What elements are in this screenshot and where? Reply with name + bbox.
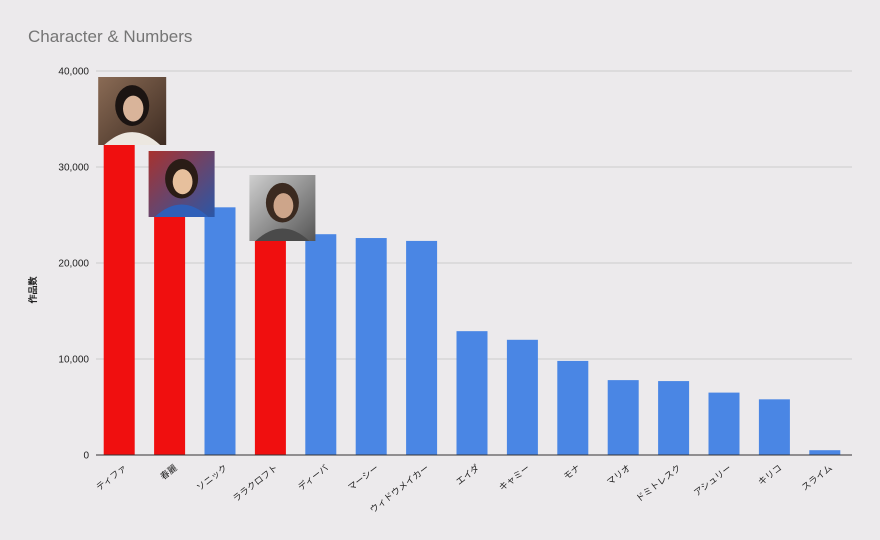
x-tick-label: ソニック [195, 463, 230, 494]
chart-title: Character & Numbers [28, 27, 192, 46]
y-tick-label: 40,000 [58, 67, 89, 78]
bar [708, 392, 740, 455]
y-tick-label: 30,000 [58, 163, 89, 174]
bar [506, 339, 538, 455]
bar [607, 380, 639, 455]
y-axis-label: 作品数 [27, 276, 39, 304]
x-tick-label: スライム [800, 463, 835, 494]
x-tick-label: マーシー [347, 463, 381, 493]
x-axis-labels: ティファ 春麗 ソニック ララクロフト ディーバ マーシーウィドウメイカー エイダ キャミーモ… [94, 462, 834, 516]
bar [305, 234, 337, 455]
bar [204, 207, 236, 455]
bar [406, 240, 438, 455]
y-axis-ticks: 0 10,000 20,000 30,000 40,000 [58, 67, 89, 462]
x-tick-label: アシュリー [693, 463, 734, 498]
character-portrait-icon [98, 77, 167, 145]
bar [103, 143, 135, 455]
x-tick-label: モナ [562, 463, 583, 483]
x-tick-label: マリオ [605, 463, 633, 488]
x-tick-label: キャミー [498, 463, 533, 493]
bar [557, 360, 589, 455]
x-tick-label: ララクロフト [231, 463, 280, 505]
character-portrait-icon [148, 151, 215, 217]
bars [103, 143, 841, 455]
x-tick-label: 春麗 [158, 462, 180, 483]
bar [254, 239, 286, 455]
bar [658, 381, 690, 455]
x-tick-label: エイダ [453, 462, 481, 488]
bar [456, 331, 488, 455]
thumbnails [98, 77, 316, 241]
bar [809, 450, 841, 455]
y-tick-label: 20,000 [58, 259, 89, 270]
x-tick-label: ティファ [94, 463, 129, 494]
bar [154, 215, 186, 455]
bar [355, 238, 387, 455]
character-portrait-icon [249, 175, 316, 241]
x-tick-label: ドミトレスク [634, 463, 683, 505]
x-tick-label: ディーバ [295, 462, 330, 493]
y-tick-label: 0 [83, 451, 89, 462]
x-tick-label: キリコ [757, 463, 784, 488]
y-tick-label: 10,000 [58, 355, 89, 366]
bar [758, 399, 790, 455]
